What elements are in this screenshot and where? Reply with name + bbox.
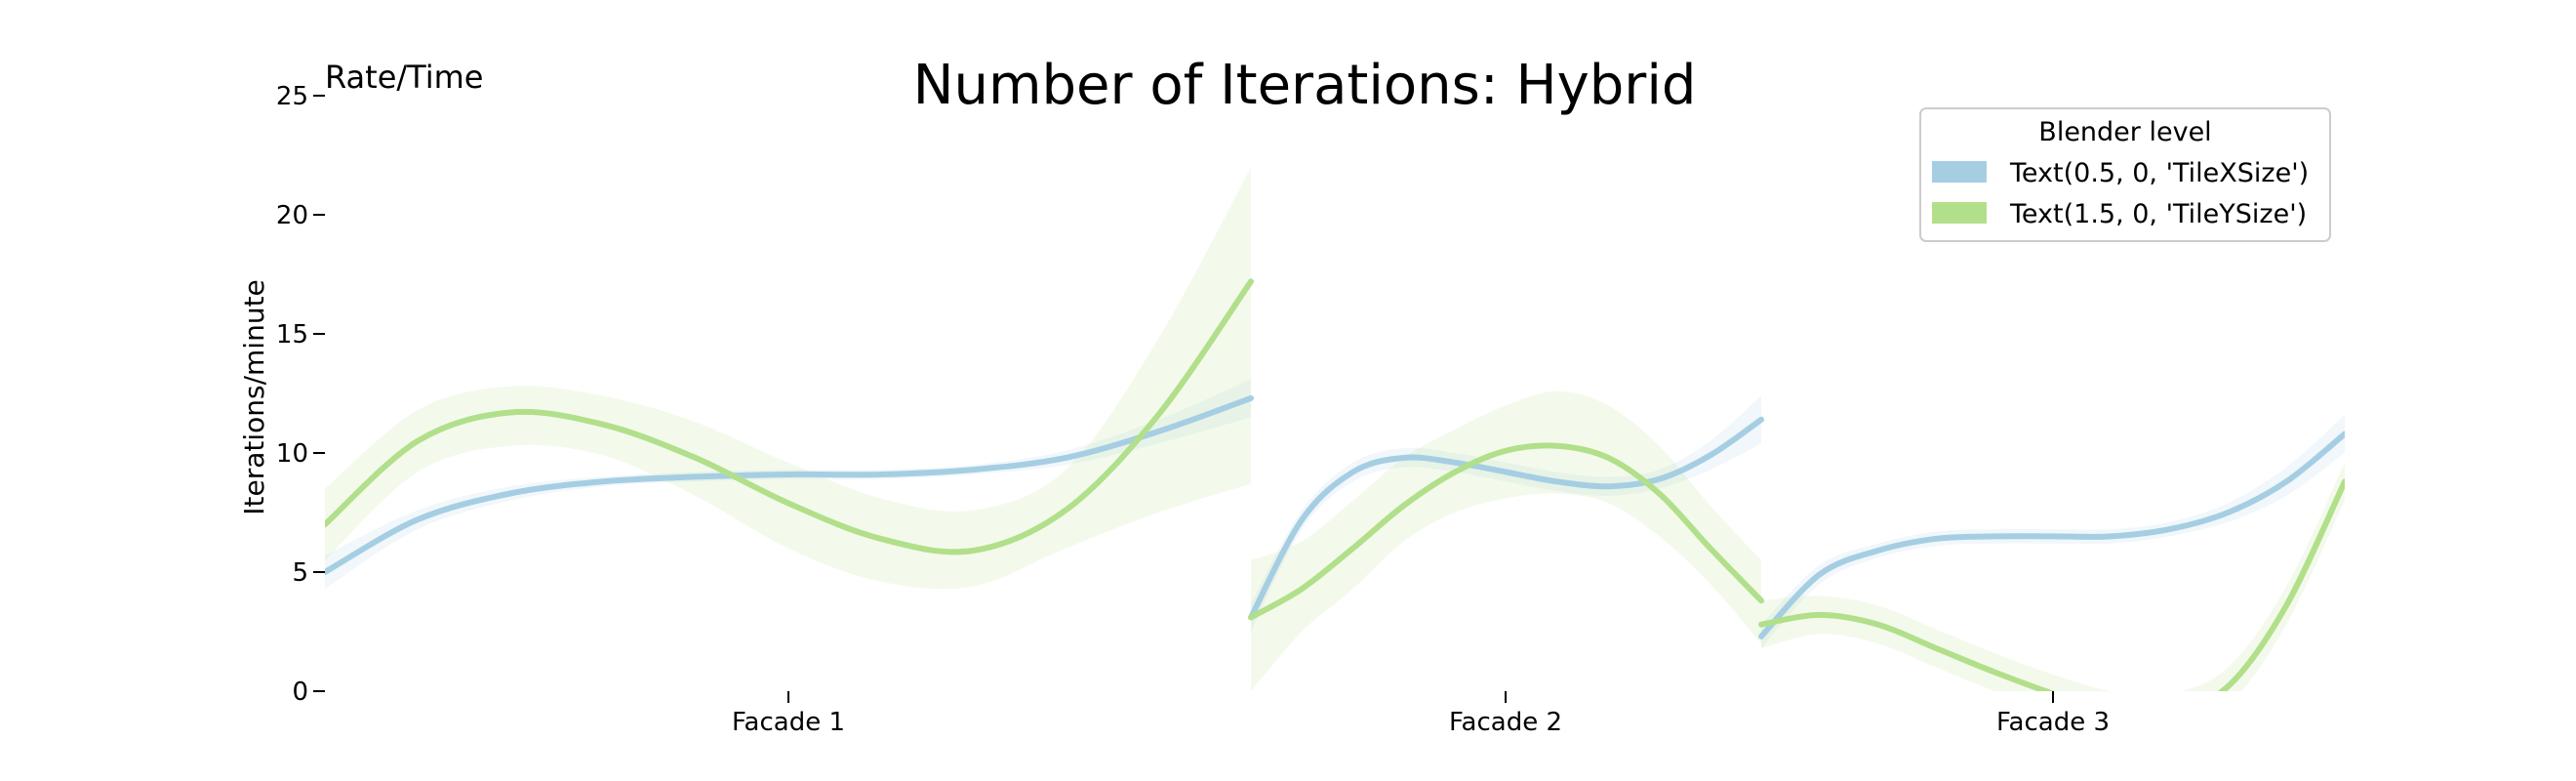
legend-label-tilexsize: Text(0.5, 0, 'TileXSize') [2009,158,2309,188]
legend-frame [1919,107,2331,242]
x-tick-label: Facade 1 [732,708,845,737]
legend-swatch-tilexsize [1932,161,1987,183]
y-axis-label: Iterations/minute [238,279,270,515]
legend-title: Blender level [2038,117,2211,147]
y-tick-label: 15 [276,320,308,349]
series-line-tilexsize [1758,431,2345,639]
x-tick-label: Facade 3 [1996,708,2110,737]
confidence-bands [325,167,2345,691]
legend-swatch-tileysize [1932,202,1987,224]
y-axis: 0 5 10 15 20 25 [276,82,325,707]
x-axis: Facade 1 Facade 2 Facade 3 [732,691,2110,737]
series-line-tileysize [1248,442,1764,621]
corner-label: Rate/Time [325,59,483,96]
confidence-band-tilexsize [1761,415,2345,649]
series-line-tileysize [325,278,1254,555]
series-line-tileysize [1758,478,2345,691]
y-tick-label: 25 [276,82,308,111]
x-tick-label: Facade 2 [1449,708,1562,737]
y-tick-label: 5 [292,558,308,588]
series-line-tilexsize [325,394,1254,575]
series-lines [325,278,2345,691]
confidence-band-tileysize [325,167,1251,590]
confidence-band-tileysize [1251,390,1761,691]
series-line-tilexsize [1248,416,1764,621]
y-tick-label: 20 [276,201,308,230]
legend-label-tileysize: Text(1.5, 0, 'TileYSize') [2009,199,2307,229]
chart-title: Number of Iterations: Hybrid [913,54,1697,117]
confidence-band-tilexsize [1251,395,1761,632]
legend: Blender level Text(0.5, 0, 'TileXSize') … [1919,107,2331,242]
y-tick-label: 10 [276,439,308,469]
y-tick-label: 0 [292,678,308,707]
